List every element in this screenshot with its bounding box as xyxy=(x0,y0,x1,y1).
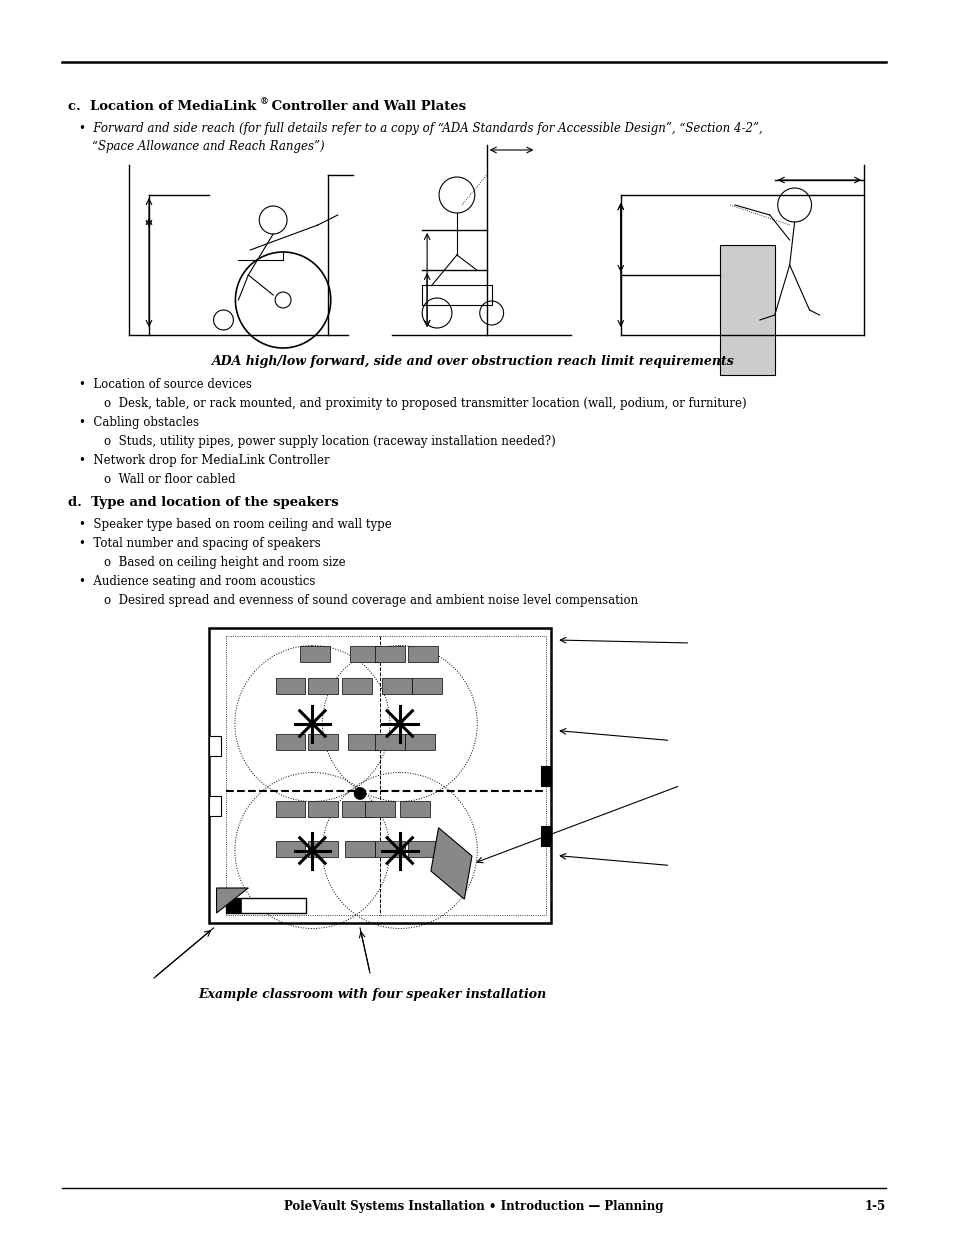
Bar xyxy=(209,795,220,815)
Bar xyxy=(342,678,372,694)
Bar xyxy=(350,646,379,662)
Text: ADA high/low forward, side and over obstruction reach limit requirements: ADA high/low forward, side and over obst… xyxy=(213,354,735,368)
Bar xyxy=(399,800,429,816)
Bar xyxy=(540,766,551,785)
Text: o  Wall or floor cabled: o Wall or floor cabled xyxy=(104,473,235,487)
Text: c.  Location of MediaLink: c. Location of MediaLink xyxy=(68,100,255,112)
Text: d.  Type and location of the speakers: d. Type and location of the speakers xyxy=(68,496,337,509)
Text: •  Total number and spacing of speakers: • Total number and spacing of speakers xyxy=(79,537,321,550)
Circle shape xyxy=(396,847,402,853)
Bar xyxy=(381,678,412,694)
Bar xyxy=(342,800,372,816)
Bar xyxy=(275,734,305,750)
Bar xyxy=(412,678,441,694)
Bar xyxy=(375,841,404,857)
Bar xyxy=(308,678,338,694)
Bar xyxy=(422,285,491,305)
Polygon shape xyxy=(431,827,472,899)
Text: o  Desired spread and evenness of sound coverage and ambient noise level compens: o Desired spread and evenness of sound c… xyxy=(104,594,638,606)
Circle shape xyxy=(309,847,315,853)
Text: •  Cabling obstacles: • Cabling obstacles xyxy=(79,416,199,429)
Bar xyxy=(209,629,551,923)
Bar xyxy=(226,898,306,913)
Text: •  Audience seating and room acoustics: • Audience seating and room acoustics xyxy=(79,576,315,588)
Text: o  Desk, table, or rack mounted, and proximity to proposed transmitter location : o Desk, table, or rack mounted, and prox… xyxy=(104,396,746,410)
Bar xyxy=(275,841,305,857)
Text: o  Based on ceiling height and room size: o Based on ceiling height and room size xyxy=(104,556,346,569)
Bar xyxy=(275,678,305,694)
Bar xyxy=(348,734,377,750)
Text: Controller and Wall Plates: Controller and Wall Plates xyxy=(267,100,466,112)
Circle shape xyxy=(396,720,402,726)
Text: o  Studs, utility pipes, power supply location (raceway installation needed?): o Studs, utility pipes, power supply loc… xyxy=(104,435,556,448)
Bar xyxy=(209,736,220,756)
Bar xyxy=(308,734,338,750)
Bar xyxy=(720,245,774,375)
Circle shape xyxy=(354,788,366,799)
Polygon shape xyxy=(216,888,248,913)
Bar xyxy=(407,841,437,857)
Text: “Space Allowance and Reach Ranges”): “Space Allowance and Reach Ranges”) xyxy=(92,140,325,153)
Bar xyxy=(375,646,404,662)
Bar xyxy=(540,825,551,846)
Text: •  Speaker type based on room ceiling and wall type: • Speaker type based on room ceiling and… xyxy=(79,517,392,531)
Bar xyxy=(308,800,338,816)
Bar xyxy=(407,646,437,662)
Text: ®: ® xyxy=(260,98,269,106)
Bar xyxy=(345,841,375,857)
Bar xyxy=(275,800,305,816)
Text: Example classroom with four speaker installation: Example classroom with four speaker inst… xyxy=(198,988,546,1002)
Text: •  Location of source devices: • Location of source devices xyxy=(79,378,253,391)
Circle shape xyxy=(309,720,315,726)
Bar xyxy=(375,734,404,750)
Bar xyxy=(308,841,338,857)
Bar xyxy=(365,800,395,816)
Text: •  Forward and side reach (for full details refer to a copy of “ADA Standards fo: • Forward and side reach (for full detai… xyxy=(79,122,762,135)
Bar xyxy=(404,734,435,750)
Bar xyxy=(226,898,241,913)
Bar xyxy=(300,646,330,662)
Text: •  Network drop for MediaLink Controller: • Network drop for MediaLink Controller xyxy=(79,454,330,467)
Text: PoleVault Systems Installation • Introduction — Planning: PoleVault Systems Installation • Introdu… xyxy=(284,1200,663,1213)
Text: 1-5: 1-5 xyxy=(863,1200,884,1213)
